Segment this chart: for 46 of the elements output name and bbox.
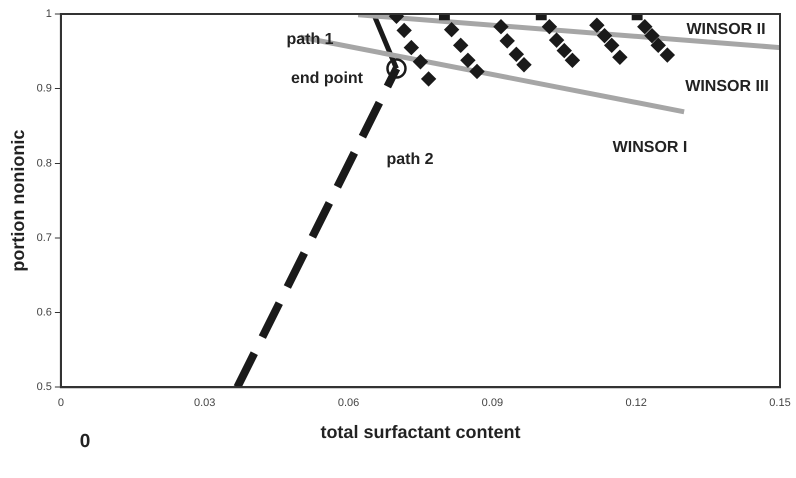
text: 0 xyxy=(80,431,90,453)
y-axis-title: portion nonionic xyxy=(8,130,28,272)
annotation: path 2 xyxy=(386,151,434,169)
point xyxy=(597,28,612,44)
point xyxy=(564,52,580,68)
point xyxy=(508,46,524,62)
point xyxy=(460,52,476,68)
x-axis-title: total surfactant content xyxy=(320,422,520,442)
point xyxy=(650,38,666,53)
y-tick-label: 0.8 xyxy=(36,157,52,170)
point xyxy=(500,33,515,48)
point xyxy=(470,64,485,79)
point xyxy=(589,18,604,33)
x-tick-label: 0 xyxy=(58,396,64,409)
point xyxy=(542,19,557,34)
annotation: WINSOR I xyxy=(612,139,688,157)
point xyxy=(637,19,652,34)
annotation: WINSOR II xyxy=(686,21,766,39)
point xyxy=(421,71,436,86)
y-tick-label: 0.7 xyxy=(36,232,52,244)
y-tick-label: 0.5 xyxy=(36,381,52,394)
point xyxy=(516,57,532,72)
point xyxy=(556,43,572,58)
y-tick-label: 1 xyxy=(46,8,52,20)
point xyxy=(396,22,412,38)
point xyxy=(493,19,508,34)
point xyxy=(412,54,428,70)
x-tick-label: 0.09 xyxy=(482,396,504,409)
point xyxy=(386,58,407,79)
x-tick-label: 0.03 xyxy=(194,396,216,409)
point xyxy=(660,48,675,63)
point xyxy=(453,38,468,53)
x-tick-label: 0.12 xyxy=(625,396,647,409)
annotation: end point xyxy=(291,70,363,88)
point xyxy=(444,22,460,38)
annotation: path 1 xyxy=(286,31,334,49)
point xyxy=(604,38,620,53)
point xyxy=(404,40,419,56)
point xyxy=(549,32,564,48)
annotation: WINSOR III xyxy=(685,78,769,96)
y-tick-label: 0.9 xyxy=(36,82,52,95)
point xyxy=(612,50,628,65)
y-tick-label: 0.6 xyxy=(36,306,52,319)
point xyxy=(644,28,660,44)
x-tick-label: 0.15 xyxy=(769,396,791,409)
x-tick-label: 0.06 xyxy=(338,396,360,409)
